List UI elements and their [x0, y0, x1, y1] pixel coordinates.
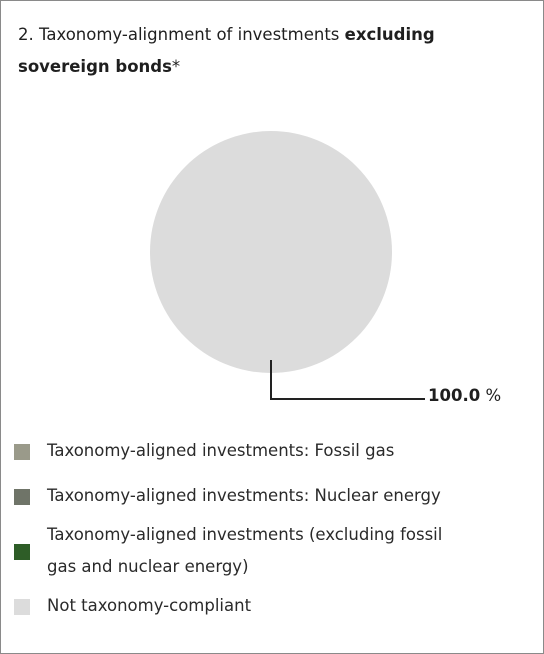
legend-label-line2: gas and nuclear energy) — [47, 557, 249, 576]
legend-label: Not taxonomy-compliant — [47, 596, 252, 615]
data-label-unit: % — [480, 386, 502, 405]
data-label-leader-line — [270, 360, 425, 400]
pie-slice-3 — [150, 131, 392, 373]
chart-title-bold: excluding sovereign bonds — [18, 25, 435, 76]
chart-title-suffix: * — [171, 57, 181, 76]
data-label-not-compliant: 100.0 % — [428, 386, 501, 405]
chart-title: 2. Taxonomy-alignment of investments exc… — [18, 19, 518, 83]
legend-swatch — [14, 489, 30, 505]
legend-label-line1: Taxonomy-aligned investments (excluding … — [47, 525, 443, 544]
legend-swatch — [14, 544, 30, 560]
legend-label: Taxonomy-aligned investments: Nuclear en… — [47, 486, 441, 505]
legend-swatch — [14, 444, 30, 460]
chart-title-prefix: 2. Taxonomy-alignment of investments — [18, 25, 345, 44]
legend-label: Taxonomy-aligned investments: Fossil gas — [47, 441, 395, 460]
data-label-value: 100.0 — [428, 386, 481, 405]
legend-swatch — [14, 599, 30, 615]
